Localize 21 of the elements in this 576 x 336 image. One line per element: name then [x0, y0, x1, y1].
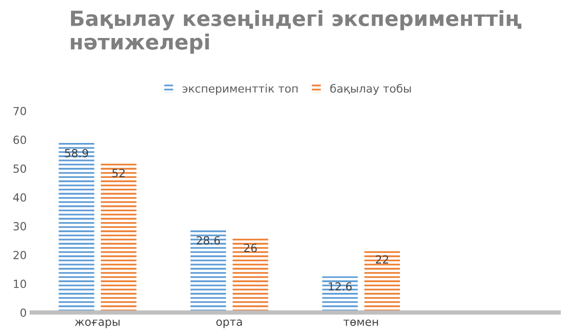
x-tick-label: жоғары — [74, 320, 120, 328]
bar — [364, 249, 400, 312]
legend-label: бақылау тобы — [330, 84, 411, 95]
bar — [232, 238, 268, 312]
y-tick-label: 0 — [20, 308, 26, 317]
bar — [322, 276, 358, 312]
bar — [100, 162, 136, 312]
y-tick-label: 10 — [14, 280, 26, 288]
y-tick-label: 50 — [14, 164, 26, 173]
y-tick-label: 60 — [13, 136, 26, 144]
bar — [190, 230, 226, 312]
y-tick-label: 20 — [13, 250, 26, 260]
legend-label: эксперименттік топ — [182, 84, 298, 95]
data-label: 12.6 — [328, 282, 352, 291]
chart-title: Бақылау кезеңіндегі эксперименттің нәтижелері — [70, 10, 522, 54]
x-tick-label: төмен — [344, 320, 378, 326]
y-tick-label: 40 — [13, 193, 26, 202]
y-tick-label: 30 — [14, 222, 26, 230]
x-tick-label: орта — [216, 320, 242, 328]
y-tick-label: 70 — [14, 106, 26, 116]
bar — [58, 142, 94, 312]
